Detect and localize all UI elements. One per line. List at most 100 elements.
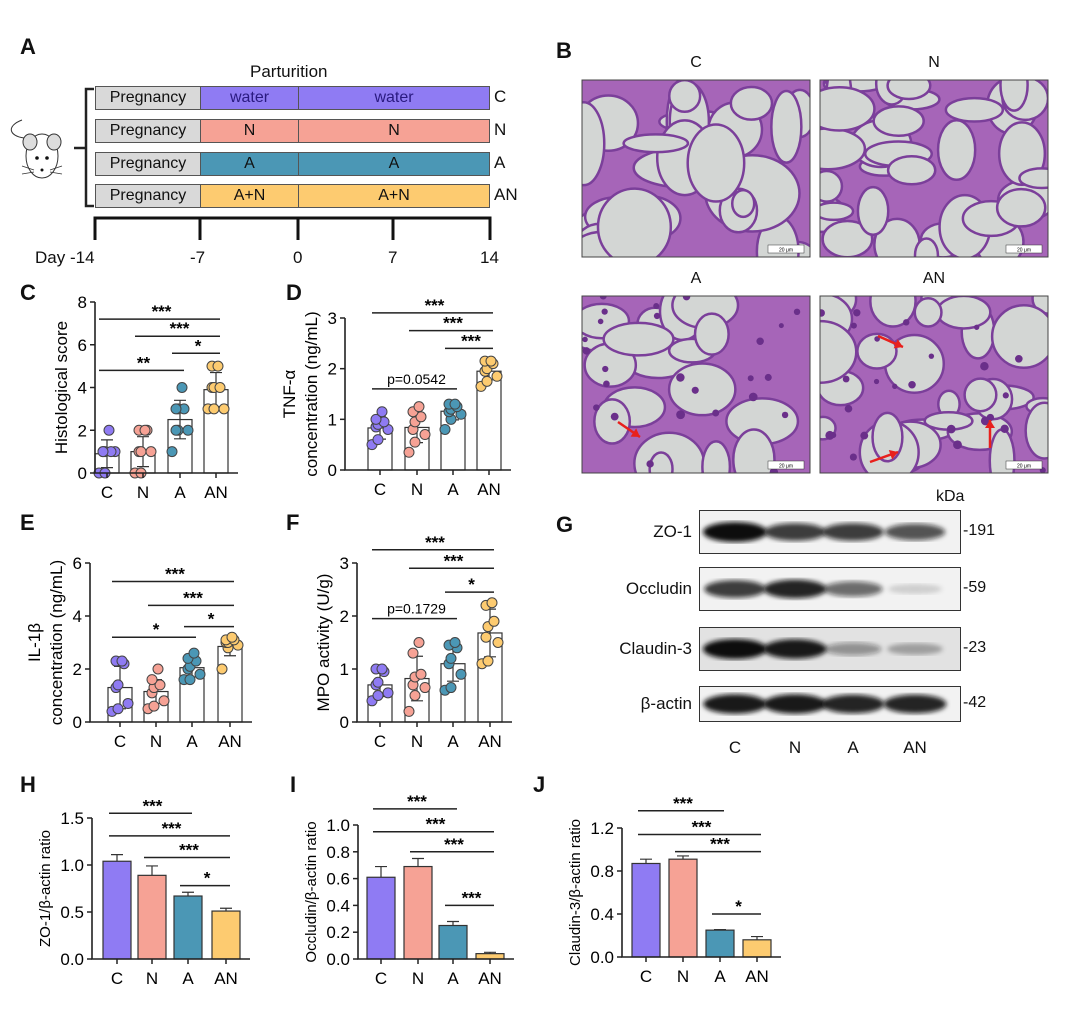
data-point bbox=[403, 705, 415, 717]
x-tick-label: AN bbox=[745, 967, 769, 986]
blot-strip bbox=[699, 686, 961, 722]
bar-A bbox=[173, 895, 203, 960]
data-point bbox=[370, 413, 382, 425]
data-point bbox=[407, 647, 419, 659]
significance-label: * bbox=[468, 575, 475, 594]
data-point bbox=[122, 697, 134, 709]
significance-label: *** bbox=[444, 835, 464, 854]
error-bar bbox=[375, 865, 387, 878]
significance-label: p=0.1729 bbox=[387, 601, 446, 617]
timeline-label-4: 14 bbox=[480, 248, 499, 267]
blot-lane-label: A bbox=[847, 738, 859, 757]
x-tick-label: N bbox=[412, 969, 424, 988]
blot-strip bbox=[699, 510, 961, 554]
x-tick-label: N bbox=[137, 483, 149, 502]
blot-band bbox=[763, 639, 827, 659]
blot-lane-label: C bbox=[728, 738, 742, 757]
y-tick-label: 0 bbox=[73, 713, 82, 732]
data-point bbox=[158, 695, 170, 707]
data-point bbox=[116, 655, 128, 667]
group-label: C bbox=[494, 87, 507, 106]
x-tick-label: N bbox=[411, 732, 423, 751]
blot-band bbox=[884, 523, 946, 541]
x-tick-label: N bbox=[146, 969, 158, 988]
scale-bar-label: 20 μm bbox=[779, 464, 793, 470]
significance-label: *** bbox=[152, 302, 172, 321]
data-point bbox=[376, 663, 388, 675]
x-tick-label: A bbox=[186, 732, 198, 751]
x-tick-label: A bbox=[714, 967, 726, 986]
y-tick-label: 0.0 bbox=[60, 950, 84, 969]
y-tick-label: 0.4 bbox=[590, 905, 614, 924]
y-tick-label: 1.0 bbox=[326, 816, 350, 835]
blot-band bbox=[888, 584, 942, 594]
data-point bbox=[97, 446, 109, 458]
x-tick-label: A bbox=[447, 969, 459, 988]
blot-band bbox=[822, 523, 884, 541]
group-label: A bbox=[494, 153, 506, 172]
data-point bbox=[135, 446, 147, 458]
histology-images: 20 μm 20 μm 20 μm 20 μm bbox=[581, 79, 1049, 474]
data-point bbox=[112, 679, 124, 691]
data-point bbox=[481, 375, 493, 387]
treatment-segment-pre: A bbox=[200, 152, 299, 176]
y-axis-label: Occludin/β-actin ratio bbox=[303, 821, 320, 962]
chart-i: 0.0 0.2 0.4 0.6 0.8 1.0 C N A AN Occludin/β-actin … bbox=[303, 792, 514, 988]
y-axis-label: MPO activity (U/g) bbox=[314, 574, 333, 712]
data-point bbox=[449, 637, 461, 648]
significance-label: *** bbox=[165, 565, 185, 584]
data-point bbox=[146, 674, 158, 686]
data-point bbox=[184, 674, 196, 686]
y-tick-label: 2 bbox=[73, 660, 82, 679]
data-point bbox=[182, 424, 194, 436]
x-tick-label: C bbox=[101, 483, 113, 502]
treatment-segment-post: A+N bbox=[298, 184, 490, 208]
bar-N bbox=[137, 874, 167, 960]
blot-band bbox=[883, 694, 947, 714]
treatment-segment-pre: water bbox=[200, 86, 299, 110]
y-tick-label: 3 bbox=[328, 309, 337, 328]
significance-label: *** bbox=[407, 792, 427, 811]
y-tick-label: 8 bbox=[78, 293, 87, 312]
significance-label: *** bbox=[710, 835, 730, 854]
timeline-label-1: -7 bbox=[190, 248, 206, 267]
y-axis-label: TNF-α bbox=[280, 370, 299, 419]
data-point bbox=[194, 668, 206, 680]
treatment-segment-post: A bbox=[298, 152, 490, 176]
panel-label-e: E bbox=[20, 510, 35, 535]
blot-band bbox=[704, 580, 766, 598]
y-tick-label: 0.5 bbox=[60, 903, 84, 922]
scale-bar bbox=[1005, 460, 1043, 470]
timeline-label-0: Day -14 bbox=[35, 248, 95, 267]
histology-label-n: N bbox=[928, 54, 940, 71]
data-point bbox=[491, 370, 503, 382]
blot-row-label: Claudin-3 bbox=[619, 639, 692, 658]
x-tick-label: AN bbox=[218, 732, 242, 751]
data-point bbox=[413, 401, 425, 413]
y-tick-label: 1.2 bbox=[590, 819, 614, 838]
blot-kda-marker: -191 bbox=[963, 522, 996, 539]
x-tick-label: N bbox=[411, 480, 423, 499]
data-point bbox=[413, 637, 425, 648]
x-tick-label: C bbox=[374, 480, 386, 499]
y-tick-label: 1.5 bbox=[60, 809, 84, 828]
panel-label-f: F bbox=[286, 510, 300, 535]
significance-label: * bbox=[208, 610, 215, 629]
chart-j: 0.0 0.4 0.8 1.2 C N A AN Claudin-3/β-actin ratio… bbox=[567, 794, 781, 986]
blot-band bbox=[823, 581, 883, 597]
x-tick-label: C bbox=[114, 732, 126, 751]
kda-label: kDa bbox=[936, 488, 965, 505]
x-tick-label: AN bbox=[478, 969, 502, 988]
x-tick-label: AN bbox=[477, 480, 501, 499]
blot-band bbox=[703, 639, 767, 659]
y-tick-label: 0.2 bbox=[326, 923, 350, 942]
blot-band bbox=[763, 694, 827, 714]
pregnancy-segment: Pregnancy bbox=[95, 152, 201, 176]
data-point bbox=[382, 687, 394, 699]
bar-C bbox=[102, 860, 132, 960]
bar-A bbox=[705, 929, 735, 958]
scale-bar bbox=[1005, 244, 1043, 254]
